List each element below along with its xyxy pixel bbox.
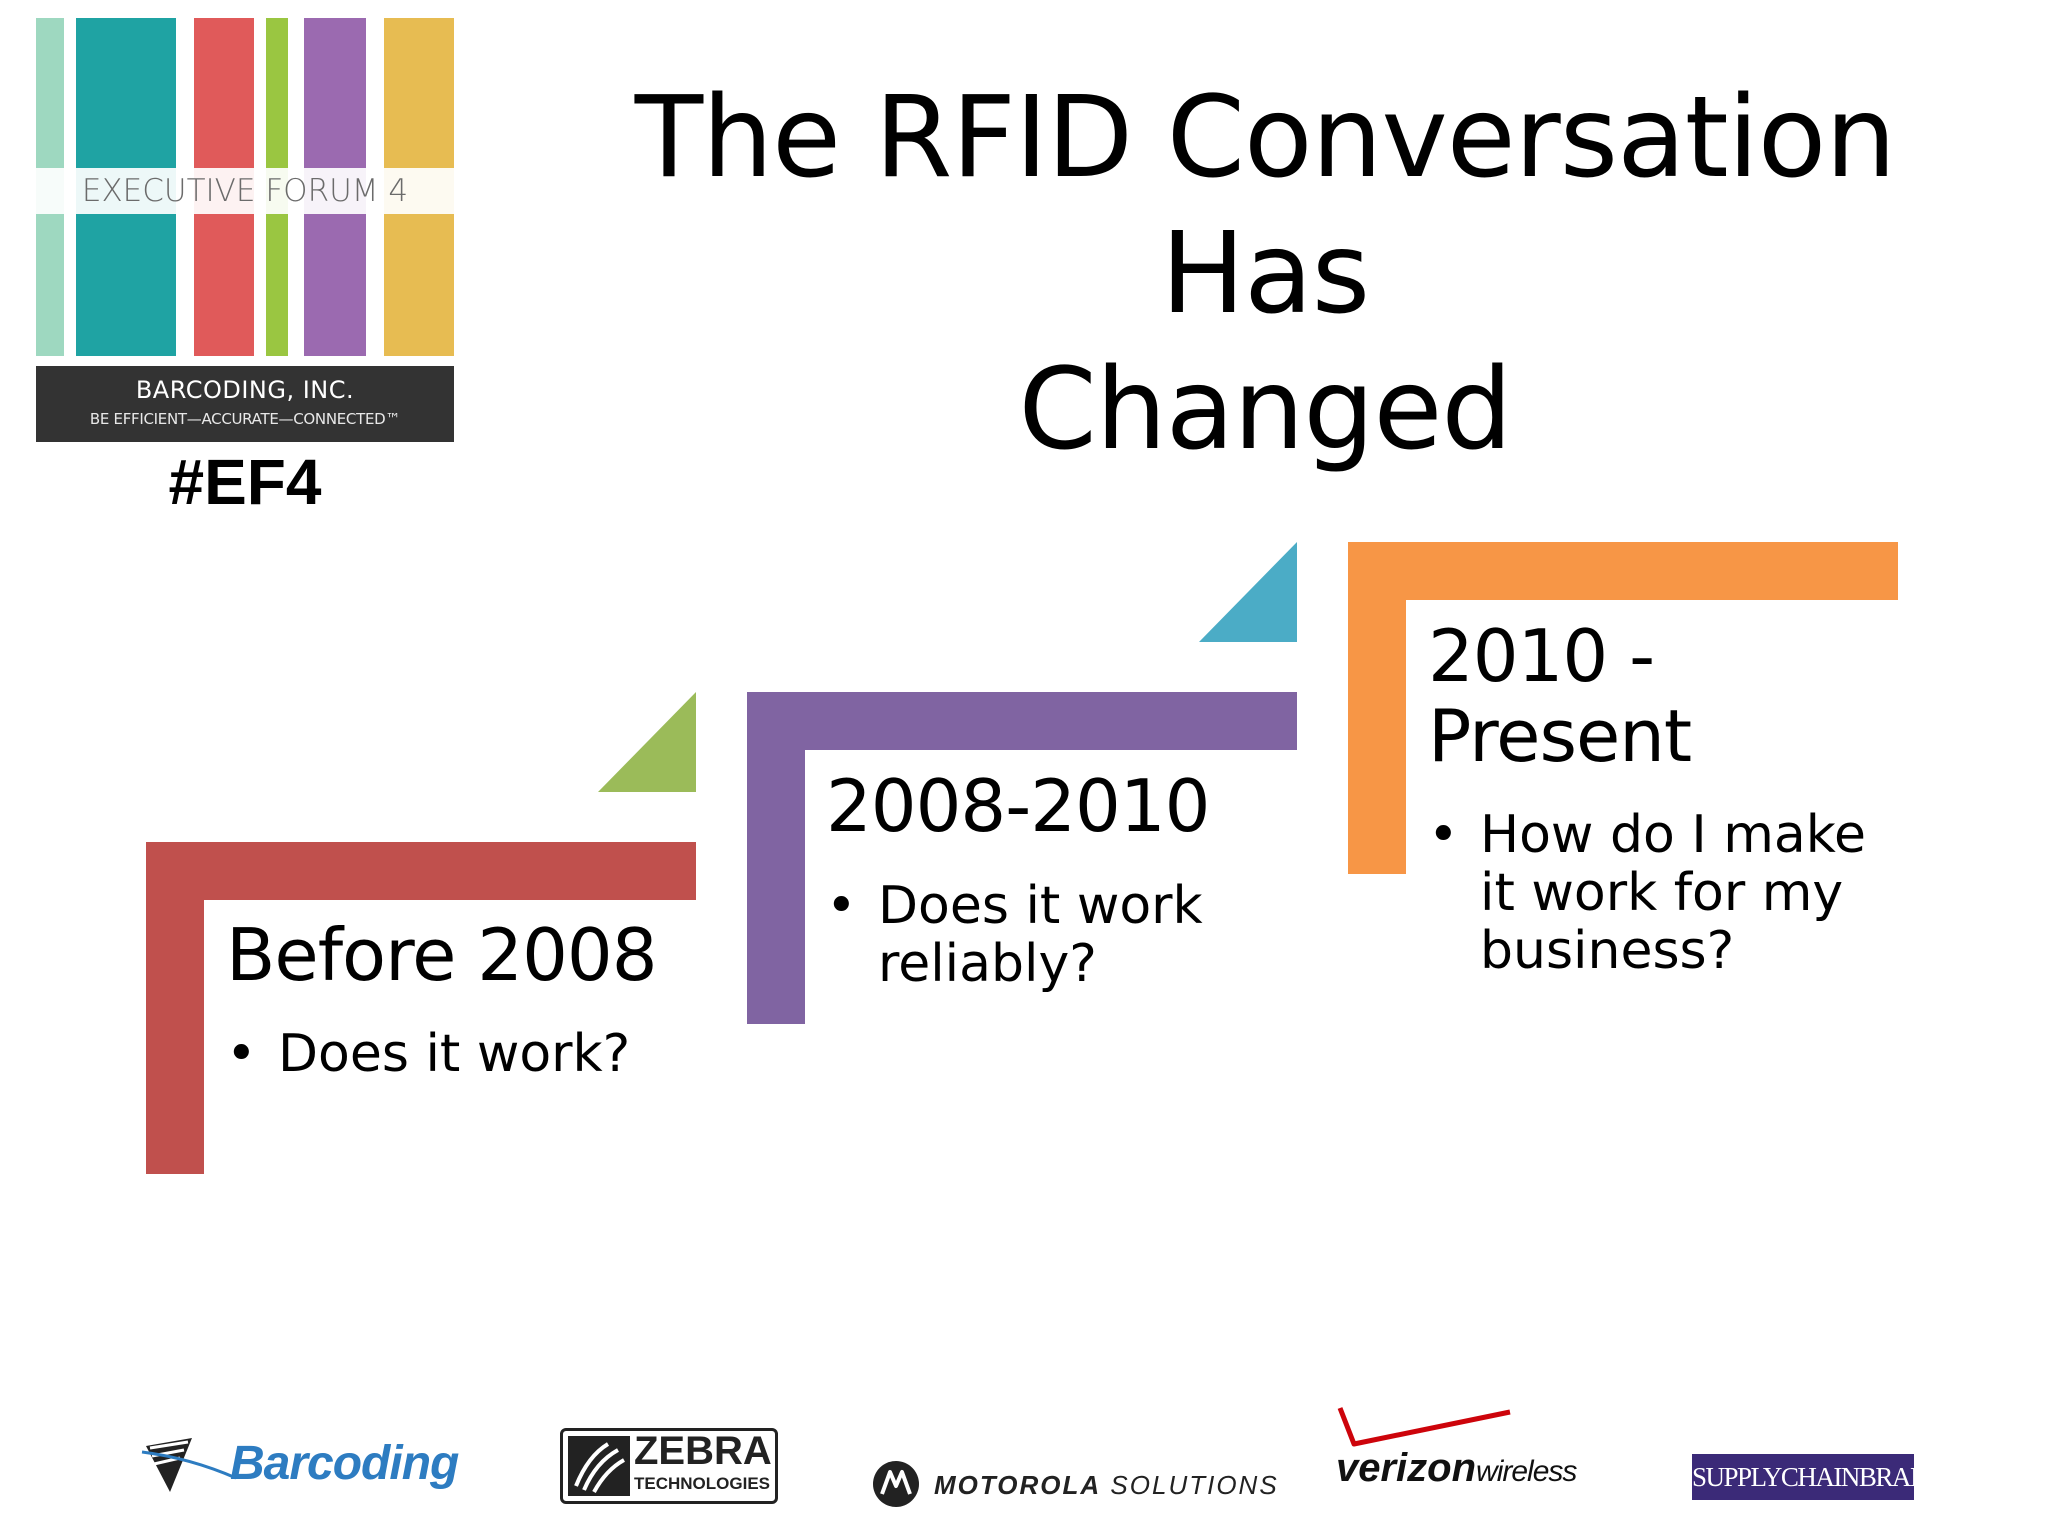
zebra-name: ZEBRA	[634, 1429, 772, 1473]
motorola-wordmark: MOTOROLA SOLUTIONS	[934, 1470, 1279, 1501]
stage-2-side-bar	[747, 692, 805, 1024]
stage-3-heading-line-2: Present	[1428, 694, 1692, 778]
stage-2-bullet: Does it work reliably?	[826, 877, 1226, 993]
motorola-bold: MOTOROLA	[934, 1470, 1102, 1500]
stage-1-bullet: Does it work?	[226, 1025, 696, 1083]
hashtag: #EF4	[168, 446, 322, 518]
motorola-light: SOLUTIONS	[1110, 1470, 1279, 1500]
stage-1-bullets: Does it work?	[226, 1025, 696, 1083]
zebra-head-icon	[568, 1436, 630, 1496]
slide-title-line-1: The RFID Conversation Has	[634, 73, 1897, 339]
stage-1-side-bar	[146, 842, 204, 1174]
verizon-check-icon	[1337, 1407, 1511, 1447]
logo-company-name: BARCODING, INC.	[135, 376, 355, 404]
stage-3-heading-line-1: 2010 -	[1428, 614, 1655, 698]
barcoding-logo: Barcoding	[140, 1428, 470, 1508]
logo-band-text: EXECUTIVE FORUM 4	[81, 173, 409, 209]
logo-company-block: BARCODING, INC. BE EFFICIENT—ACCURATE—CO…	[36, 366, 454, 442]
stage-1-accent-triangle	[598, 692, 696, 792]
zebra-logo: ZEBRA TECHNOLOGIES	[560, 1428, 778, 1504]
logo-band	[36, 168, 454, 214]
slide-title-line-2: Changed	[1018, 345, 1513, 475]
motorola-logo: MOTOROLA SOLUTIONS	[872, 1456, 1277, 1512]
stage-1-top-bar	[146, 842, 696, 900]
stage-2-heading: 2008-2010	[826, 764, 1210, 848]
verizon-logo: verizonwireless	[1336, 1404, 1616, 1504]
logo-tagline: BE EFFICIENT—ACCURATE—CONNECTED™	[89, 410, 401, 428]
barcoding-swoosh-icon	[141, 1438, 237, 1492]
verizon-bold: verizon	[1336, 1446, 1477, 1490]
stage-1-heading: Before 2008	[226, 913, 658, 997]
executive-forum-logo: EXECUTIVE FORUM 4 BARCODING, INC. BE EFF…	[36, 18, 454, 442]
stage-3-bullets: How do I make it work for my business?	[1428, 806, 1888, 980]
supplychainbrain-wordmark: SUPPLYCHAINBRAIN	[1692, 1454, 1937, 1500]
slide-title: The RFID Conversation Has Changed	[540, 70, 1990, 478]
motorola-m-icon	[873, 1461, 919, 1507]
stage-2-top-bar	[747, 692, 1297, 750]
verizon-light: wireless	[1476, 1455, 1577, 1488]
stage-3-side-bar	[1348, 542, 1406, 874]
zebra-subtitle: TECHNOLOGIES	[634, 1474, 771, 1493]
barcoding-wordmark: Barcoding	[230, 1437, 459, 1490]
stage-3-top-bar	[1348, 542, 1898, 600]
stage-3-heading: 2010 - Present	[1428, 614, 1692, 778]
stage-3-bullet: How do I make it work for my business?	[1428, 806, 1888, 980]
stage-2-bullets: Does it work reliably?	[826, 877, 1226, 993]
supplychainbrain-logo: SUPPLYCHAINBRAIN	[1692, 1454, 1937, 1500]
stage-2-accent-triangle	[1199, 542, 1297, 642]
verizon-wordmark: verizonwireless	[1336, 1446, 1577, 1491]
